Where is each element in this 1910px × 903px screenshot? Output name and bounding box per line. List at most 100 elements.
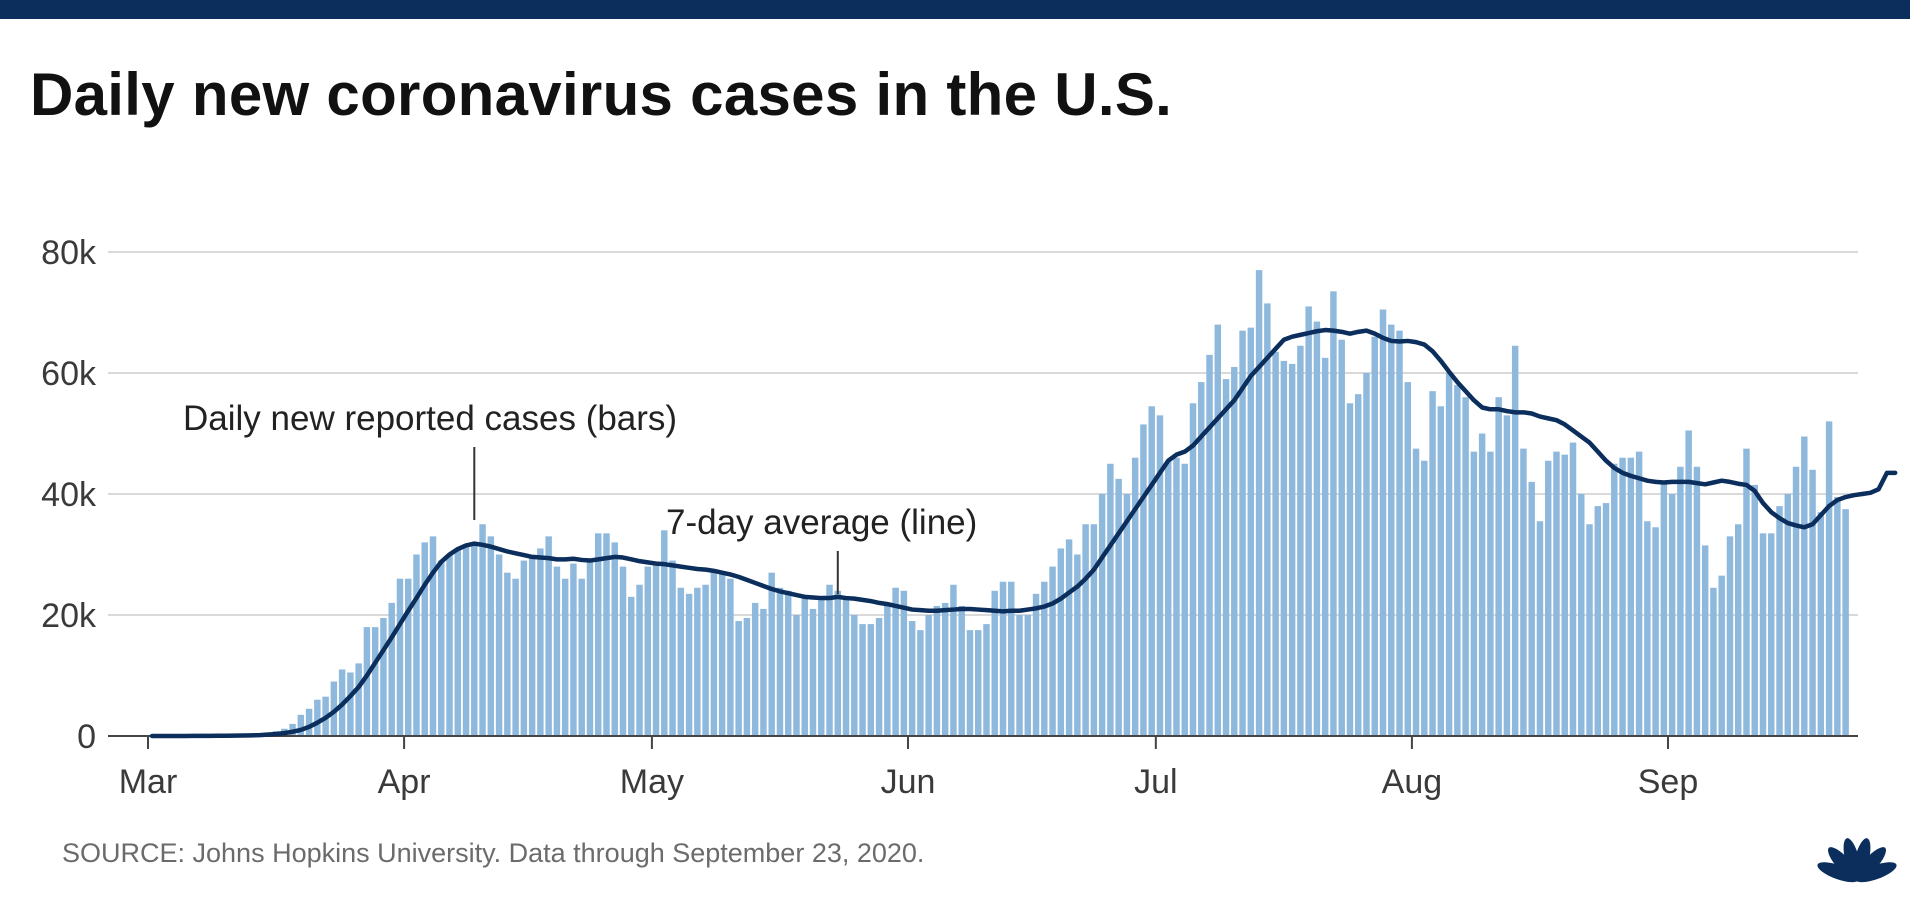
daily-cases-bar bbox=[413, 554, 420, 736]
source-note: SOURCE: Johns Hopkins University. Data t… bbox=[62, 838, 925, 868]
daily-cases-bar bbox=[1247, 327, 1255, 737]
daily-cases-bar bbox=[933, 605, 941, 736]
daily-cases-bar bbox=[834, 590, 842, 736]
daily-cases-bar bbox=[1231, 366, 1238, 736]
x-tick-label: Jun bbox=[881, 763, 936, 801]
daily-cases-bar bbox=[545, 536, 552, 736]
daily-cases-bar bbox=[941, 602, 949, 736]
daily-cases-bar bbox=[776, 587, 784, 736]
daily-cases-bar bbox=[1288, 363, 1296, 736]
chart-title: Daily new coronavirus cases in the U.S. bbox=[30, 61, 1173, 128]
daily-cases-bar bbox=[537, 548, 544, 736]
daily-cases-bar bbox=[347, 672, 354, 736]
daily-cases-bar bbox=[1644, 521, 1651, 736]
daily-cases-bar bbox=[404, 578, 412, 736]
daily-cases-bar bbox=[1222, 379, 1230, 736]
daily-cases-bar bbox=[950, 584, 957, 736]
daily-cases-bar bbox=[702, 584, 709, 736]
daily-cases-bar bbox=[446, 554, 453, 736]
daily-cases-bar bbox=[826, 584, 833, 736]
x-tick-label: May bbox=[620, 763, 684, 801]
daily-cases-bar bbox=[1338, 339, 1345, 736]
daily-cases-bar bbox=[1008, 581, 1015, 736]
daily-cases-bar bbox=[1140, 424, 1147, 736]
daily-cases-bar bbox=[1214, 324, 1222, 736]
daily-cases-bar bbox=[760, 608, 767, 736]
daily-cases-bar bbox=[1173, 457, 1180, 736]
annotation-bars-label: Daily new reported cases (bars) bbox=[183, 399, 677, 438]
daily-cases-bar bbox=[1049, 566, 1056, 736]
daily-cases-bar bbox=[1181, 463, 1188, 736]
daily-cases-bar bbox=[1412, 448, 1420, 737]
daily-cases-bar bbox=[809, 608, 817, 736]
annotations: Daily new reported cases (bars) 7-day ave… bbox=[183, 399, 977, 594]
daily-cases-bar bbox=[1677, 466, 1684, 736]
daily-cases-bar bbox=[561, 578, 569, 736]
daily-cases-bar bbox=[710, 569, 718, 737]
daily-cases-bar bbox=[694, 587, 701, 736]
daily-cases-bar bbox=[636, 584, 643, 736]
daily-cases-bar bbox=[1627, 457, 1635, 736]
cnbc-logo-text: CNBC bbox=[1828, 862, 1886, 883]
daily-cases-bar bbox=[884, 602, 891, 736]
y-tick-label: 60k bbox=[41, 355, 97, 393]
daily-cases-bar bbox=[677, 587, 685, 736]
y-tick-label: 40k bbox=[41, 476, 97, 514]
daily-cases-bar bbox=[1801, 436, 1808, 736]
daily-cases-bar bbox=[330, 681, 338, 736]
daily-cases-bar bbox=[1726, 536, 1734, 736]
daily-cases-bar bbox=[1495, 397, 1502, 736]
daily-cases-bar bbox=[1784, 494, 1792, 736]
daily-cases-bar bbox=[1511, 345, 1519, 736]
daily-cases-bar bbox=[1429, 391, 1436, 736]
daily-cases-bar bbox=[495, 554, 503, 736]
daily-cases-bar bbox=[1016, 615, 1023, 736]
gridlines: 0 20k 40k 60k 80k bbox=[41, 234, 1858, 756]
daily-cases-bar bbox=[355, 663, 362, 736]
daily-cases-bar bbox=[429, 536, 437, 736]
daily-cases-bar bbox=[1305, 306, 1312, 736]
seven-day-average-line bbox=[149, 327, 1898, 739]
daily-cases-bar bbox=[438, 560, 445, 736]
daily-cases-bar bbox=[925, 615, 932, 736]
daily-cases-bar bbox=[1313, 321, 1321, 736]
daily-cases-bar bbox=[999, 581, 1007, 736]
daily-cases-bar bbox=[462, 545, 470, 736]
daily-cases-bar bbox=[1032, 593, 1040, 736]
daily-cases-bar bbox=[371, 627, 379, 736]
daily-cases-bar bbox=[1842, 509, 1849, 737]
daily-cases-bar bbox=[1115, 478, 1122, 737]
daily-cases-bar bbox=[1834, 497, 1841, 736]
daily-cases-bar bbox=[1792, 466, 1800, 736]
daily-cases-bar bbox=[1594, 506, 1602, 736]
daily-cases-bar bbox=[1685, 430, 1692, 736]
daily-cases-bar bbox=[1255, 270, 1263, 736]
daily-cases-bar bbox=[504, 572, 511, 736]
daily-cases-bar bbox=[1619, 457, 1626, 736]
daily-cases-bar bbox=[1057, 548, 1065, 736]
daily-cases-bar bbox=[1768, 533, 1775, 736]
daily-cases-bar bbox=[1660, 481, 1668, 736]
x-tick-label: Apr bbox=[378, 763, 431, 801]
daily-cases-bar bbox=[1437, 406, 1445, 736]
x-tick-label: Aug bbox=[1382, 763, 1443, 801]
daily-cases-bar bbox=[487, 536, 495, 736]
daily-cases-bar bbox=[1751, 484, 1758, 736]
daily-cases-bar bbox=[520, 560, 528, 736]
daily-cases-bar bbox=[793, 615, 800, 736]
daily-cases-bar bbox=[908, 621, 916, 736]
daily-cases-bar bbox=[1107, 463, 1114, 736]
daily-cases-bar bbox=[1553, 451, 1560, 736]
daily-cases-bar bbox=[1123, 494, 1131, 736]
daily-cases-bar bbox=[652, 563, 660, 736]
daily-cases-bar bbox=[801, 596, 808, 736]
daily-cases-bar bbox=[619, 566, 627, 736]
daily-cases-bar bbox=[1156, 415, 1164, 736]
daily-cases-bar bbox=[900, 590, 908, 736]
daily-cases-bar bbox=[718, 572, 726, 736]
x-axis: Mar Apr May Jun Jul Aug Sep bbox=[108, 735, 1858, 801]
daily-cases-bar bbox=[1759, 533, 1767, 736]
daily-cases-bar bbox=[578, 578, 585, 736]
daily-cases-bar bbox=[1817, 512, 1825, 736]
daily-cases-bar bbox=[1354, 394, 1362, 736]
